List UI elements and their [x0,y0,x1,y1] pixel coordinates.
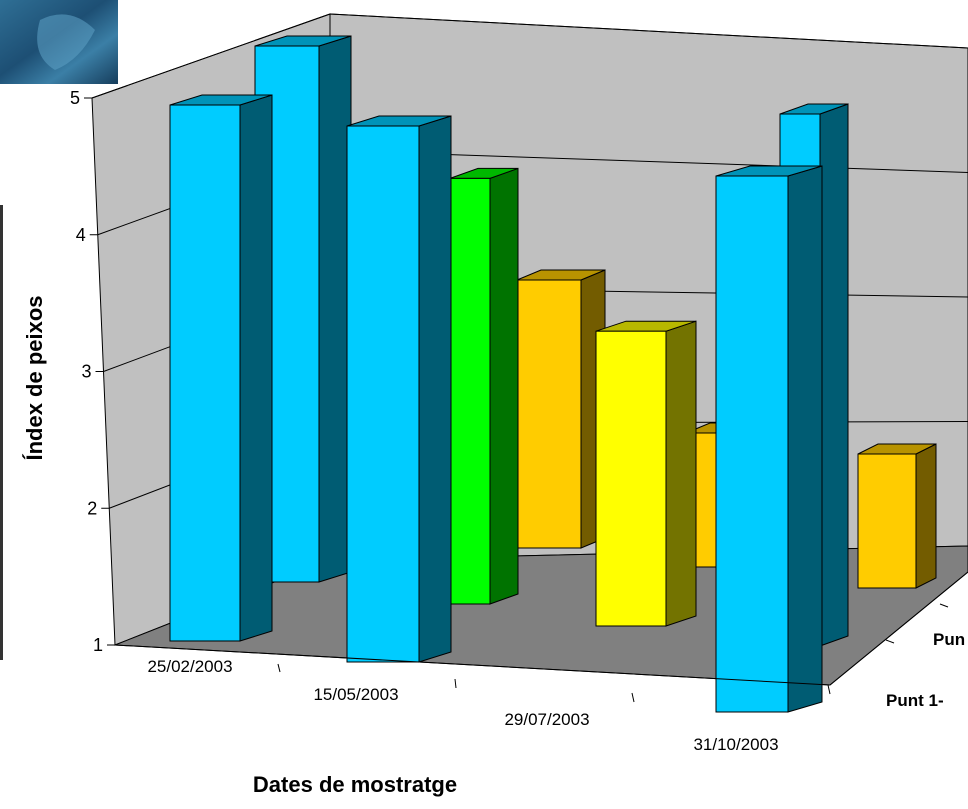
gridline-side [91,13,331,99]
x-tick-mark [277,663,281,673]
x-tick-mark [631,692,635,703]
x-tick-label: 25/02/2003 [147,657,232,676]
series-label: Pun [933,630,965,649]
bar-Punt1-3 [715,165,823,713]
bar-Pun-1 [516,269,606,549]
x-tick-mark [454,678,457,689]
bar-extra-0 [449,167,519,605]
left-edge-line [0,205,3,660]
y-tick-label: 5 [70,88,80,108]
series-axis-labels: Punt 1- Pun [829,571,968,710]
y-tick-label: 3 [81,362,91,382]
depth-axis-line [829,571,968,686]
x-axis-line [114,644,831,686]
y-axis-ticks: 1 2 3 4 5 [70,88,115,655]
x-tick-label: 31/10/2003 [693,735,778,754]
gridline-back [329,13,968,49]
x-tick-mark [827,684,831,695]
bars [169,35,937,713]
y-tick-label: 4 [76,225,86,245]
bar-Punt1-2 [595,320,697,627]
x-axis-labels: 25/02/2003 15/05/2003 29/07/2003 31/10/2003 [114,644,831,754]
x-tick-label: 15/05/2003 [313,685,398,704]
x-axis-title: Dates de mostratge [253,772,457,797]
bar-Punt1-1 [346,115,452,663]
bar-Punt1-0 [169,94,273,642]
bar-Pun-3 [857,443,937,589]
y-axis-title: Índex de peixos [22,295,47,460]
depth-tick-mark [939,603,949,608]
series-label: Punt 1- [886,691,944,710]
photo-highlight [37,14,95,70]
depth-tick-mark [885,639,895,644]
y-tick-label: 2 [87,498,97,518]
y-tick-label: 1 [93,635,103,655]
x-tick-label: 29/07/2003 [504,710,589,729]
